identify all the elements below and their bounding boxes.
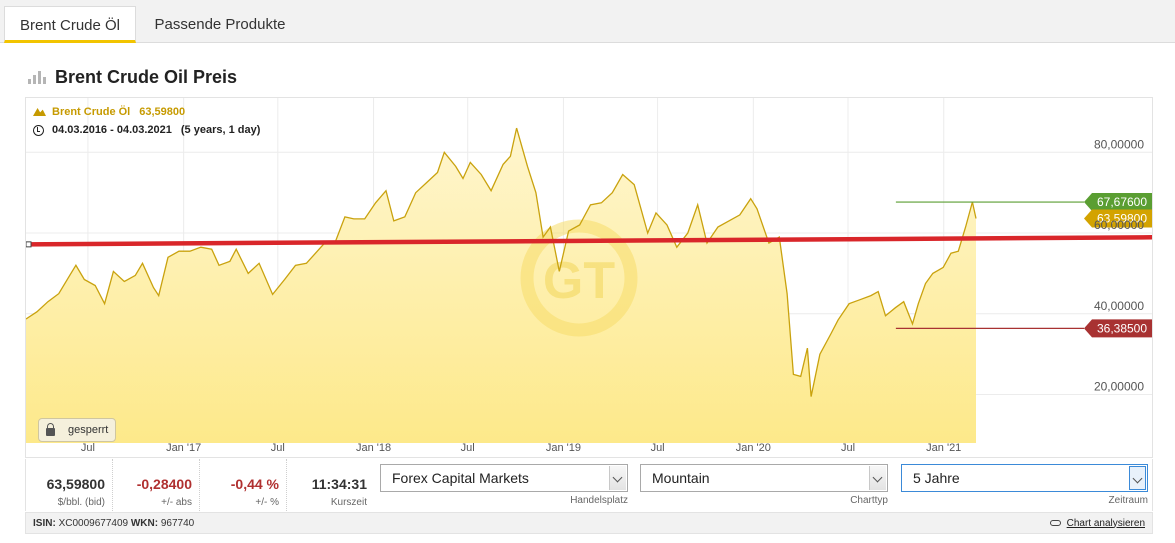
chart-canvas: GT 67,67600 63,59800 36,38500 20,00000 40,0… — [26, 98, 1152, 454]
marker-current-label: 63,59800 — [1097, 212, 1147, 226]
support-trend-line — [26, 235, 1152, 247]
stat-bid-label: $/bbl. (bid) — [57, 497, 105, 508]
clock-icon — [33, 124, 44, 136]
isin-value: XC0009677409 — [58, 517, 129, 529]
identifiers: ISIN: XC0009677409 WKN: 967740 — [33, 518, 194, 529]
charttype-select-value: Mountain — [652, 470, 710, 486]
y-tick-label: 40,00000 — [1094, 299, 1144, 313]
bar-chart-icon — [28, 70, 46, 84]
stat-change-pct: -0,44 % +/- % — [200, 459, 287, 511]
tab-bar: Brent Crude Öl Passende Produkte — [0, 0, 1175, 43]
charttype-select-label: Charttyp — [850, 495, 888, 506]
wkn-label: WKN: — [130, 517, 159, 529]
x-tick-label: Jul — [271, 442, 285, 454]
chart-legend: Brent Crude Öl 63,59800 04.03.2016 - 04.0… — [33, 106, 260, 136]
padlock-icon — [46, 422, 55, 436]
stat-bid: 63,59800 $/bbl. (bid) — [26, 459, 113, 511]
stat-change-abs-label: +/- abs — [161, 497, 192, 508]
section-heading: Brent Crude Oil Preis — [28, 66, 237, 88]
stat-change-pct-label: +/- % — [255, 497, 279, 508]
chevron-down-icon[interactable] — [1129, 466, 1146, 490]
watermark-text: GT — [543, 252, 615, 310]
stat-time-label: Kurszeit — [330, 497, 367, 508]
stat-change-abs-value: -0,28400 — [136, 476, 192, 492]
analyze-chart-link[interactable]: Chart analysieren — [1049, 517, 1145, 529]
trend-line-handle[interactable] — [26, 241, 32, 248]
legend-range-detail: (5 years, 1 day) — [180, 124, 261, 136]
legend-instrument: Brent Crude Öl — [52, 106, 131, 118]
stat-time: 11:34:31 Kurszeit — [287, 459, 374, 511]
price-chart[interactable]: GT 67,67600 63,59800 36,38500 20,00000 40,0… — [25, 97, 1153, 458]
y-tick-label: 80,00000 — [1094, 137, 1144, 151]
stat-change-pct-value: -0,44 % — [230, 476, 279, 492]
timeframe-select[interactable]: 5 Jahre — [901, 464, 1148, 492]
wkn-value: 967740 — [160, 517, 195, 529]
marker-high-label: 67,67600 — [1097, 195, 1147, 209]
stat-time-value: 11:34:31 — [311, 476, 367, 492]
x-tick-label: Jul — [461, 442, 475, 454]
price-area — [26, 128, 976, 443]
page-title: Brent Crude Oil Preis — [55, 66, 238, 87]
chevron-down-icon[interactable] — [609, 466, 626, 490]
lock-toggle[interactable]: gesperrt — [38, 418, 117, 442]
tab-brent-crude[interactable]: Brent Crude Öl — [4, 6, 136, 43]
stat-bid-value: 63,59800 — [46, 476, 105, 492]
price-line — [26, 127, 977, 397]
x-tick-label: Jan '20 — [736, 442, 771, 454]
link-icon — [1049, 520, 1061, 526]
exchange-select[interactable]: Forex Capital Markets — [380, 464, 628, 492]
footer-bar: ISIN: XC0009677409 WKN: 967740 Chart ana… — [25, 512, 1153, 534]
lock-label: gesperrt — [68, 424, 109, 436]
marker-low-badge — [1084, 319, 1152, 338]
stat-change-abs: -0,28400 +/- abs — [113, 459, 200, 511]
tab-matching-products[interactable]: Passende Produkte — [154, 16, 286, 33]
y-tick-label: 20,00000 — [1094, 380, 1144, 394]
exchange-select-label: Handelsplatz — [570, 495, 628, 506]
timeframe-select-value: 5 Jahre — [913, 470, 960, 486]
marker-low-label: 36,38500 — [1097, 321, 1147, 335]
charttype-select[interactable]: Mountain — [640, 464, 888, 492]
chevron-down-icon[interactable] — [869, 466, 886, 490]
x-tick-label: Jul — [651, 442, 665, 454]
y-tick-label: 60,00000 — [1094, 218, 1144, 232]
quote-bar: 63,59800 $/bbl. (bid) -0,28400 +/- abs -… — [25, 459, 1153, 511]
marker-high-badge — [1084, 193, 1152, 212]
marker-current-badge — [1084, 209, 1152, 228]
exchange-select-value: Forex Capital Markets — [392, 470, 529, 486]
legend-range: 04.03.2016 - 04.03.2021 — [52, 124, 172, 136]
x-tick-label: Jan '19 — [546, 442, 581, 454]
x-tick-label: Jan '21 — [926, 442, 961, 454]
x-tick-label: Jan '17 — [166, 442, 201, 454]
timeframe-select-label: Zeitraum — [1108, 495, 1148, 506]
x-tick-label: Jul — [81, 442, 95, 454]
legend-value: 63,59800 — [139, 106, 186, 118]
analyze-chart-label: Chart analysieren — [1066, 517, 1145, 529]
x-tick-label: Jan '18 — [356, 442, 391, 454]
isin-label: ISIN: — [33, 517, 56, 529]
mountain-icon — [33, 108, 46, 116]
x-tick-label: Jul — [841, 442, 855, 454]
